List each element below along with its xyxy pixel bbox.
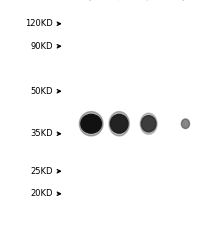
Ellipse shape	[181, 119, 190, 128]
Text: 20KD: 20KD	[31, 189, 53, 198]
Text: 90KD: 90KD	[31, 42, 53, 51]
Ellipse shape	[79, 112, 103, 136]
Ellipse shape	[81, 114, 102, 133]
Text: 50KD: 50KD	[31, 87, 53, 96]
Ellipse shape	[109, 112, 129, 136]
Ellipse shape	[141, 116, 156, 132]
Text: 20ng: 20ng	[85, 0, 105, 2]
Text: 35KD: 35KD	[30, 129, 53, 138]
Text: 25KD: 25KD	[31, 167, 53, 176]
Text: 5ng: 5ng	[142, 0, 159, 2]
Text: 2. 5ng: 2. 5ng	[179, 0, 202, 2]
Ellipse shape	[140, 113, 157, 134]
Ellipse shape	[110, 114, 128, 133]
Text: 120KD: 120KD	[25, 19, 53, 28]
Text: 10ng: 10ng	[113, 0, 133, 2]
